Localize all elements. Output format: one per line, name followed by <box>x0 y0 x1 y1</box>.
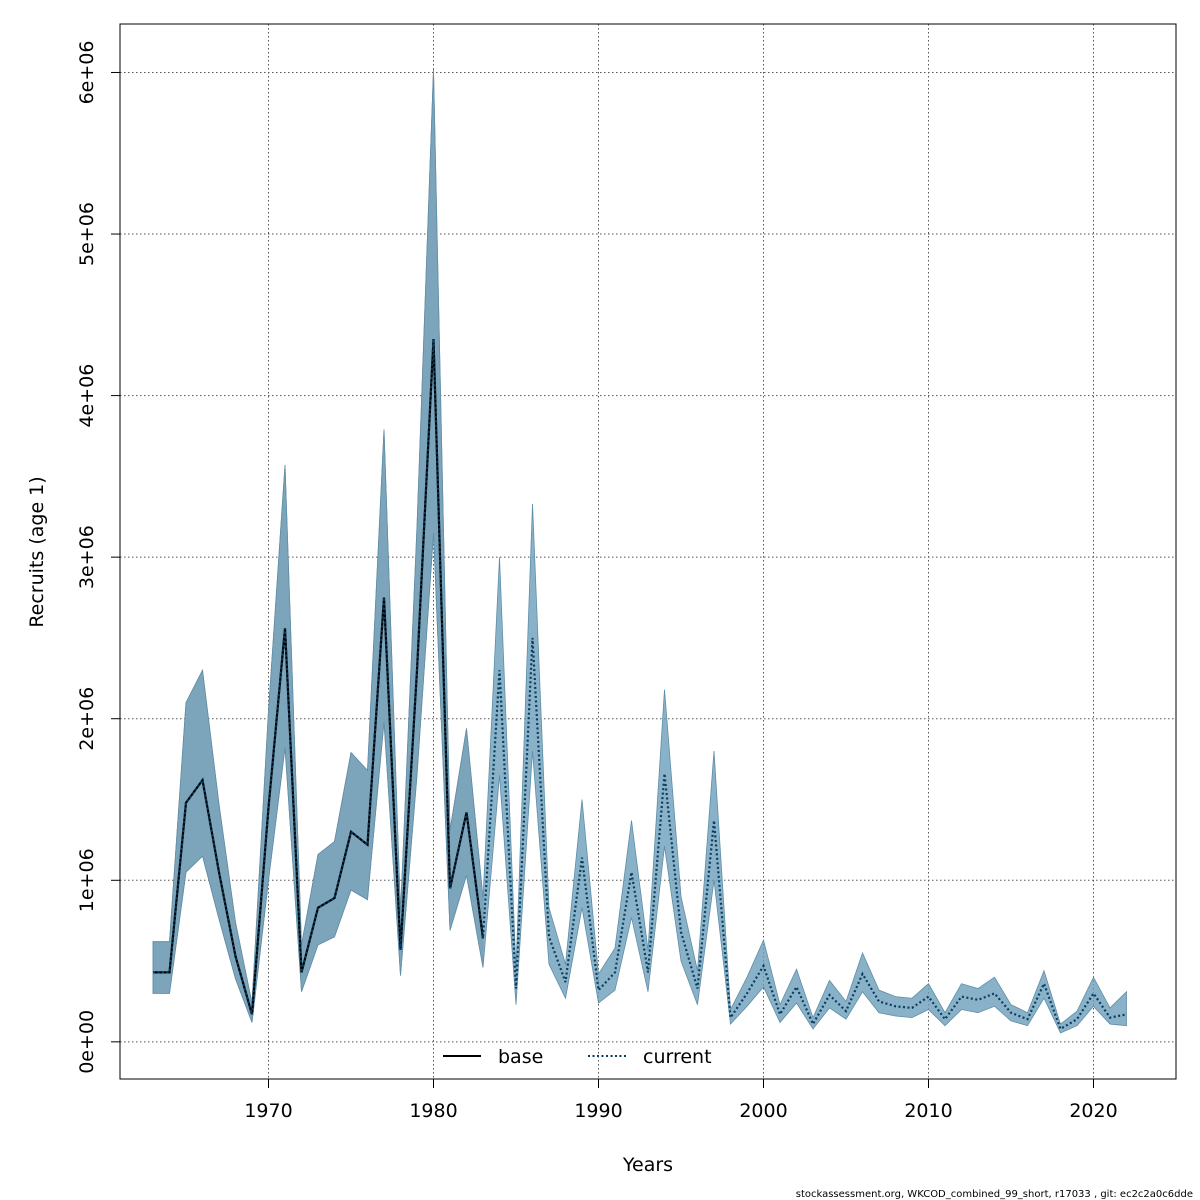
x-tick-label-1: 1980 <box>409 1100 457 1122</box>
legend-label-base: base <box>498 1046 543 1068</box>
plot-frame <box>119 23 1177 1080</box>
x-axis-title: Years <box>622 1154 673 1176</box>
x-tick-label-2: 1990 <box>574 1100 622 1122</box>
y-tick-label-2: 2e+06 <box>76 687 98 751</box>
band-current <box>152 69 1127 1034</box>
x-tick-label-3: 2000 <box>739 1100 787 1122</box>
y-tick-label-1: 1e+06 <box>76 848 98 912</box>
y-axis-title: Recruits (age 1) <box>26 476 48 627</box>
legend-label-current: current <box>643 1046 712 1068</box>
y-tick-label-5: 5e+06 <box>76 202 98 266</box>
y-axis: 0e+00 1e+06 2e+06 3e+06 4e+06 5e+06 6e+06 <box>76 41 120 1074</box>
series-line-current <box>153 338 1127 1031</box>
legend: base current <box>443 1046 712 1068</box>
x-tick-label-4: 2010 <box>904 1100 952 1122</box>
x-tick-label-0: 1970 <box>244 1100 292 1122</box>
series-lines <box>153 338 1127 1031</box>
confidence-bands <box>152 69 1127 1034</box>
y-tick-label-6: 6e+06 <box>76 41 98 105</box>
y-tick-label-4: 4e+06 <box>76 364 98 428</box>
footer-credit: stockassessment.org, WKCOD_combined_99_s… <box>796 1189 1193 1200</box>
y-tick-label-3: 3e+06 <box>76 525 98 589</box>
y-tick-label-0: 0e+00 <box>76 1010 98 1074</box>
x-axis: 1970 1980 1990 2000 2010 2020 <box>244 1079 1118 1122</box>
x-tick-label-5: 2020 <box>1069 1100 1117 1122</box>
